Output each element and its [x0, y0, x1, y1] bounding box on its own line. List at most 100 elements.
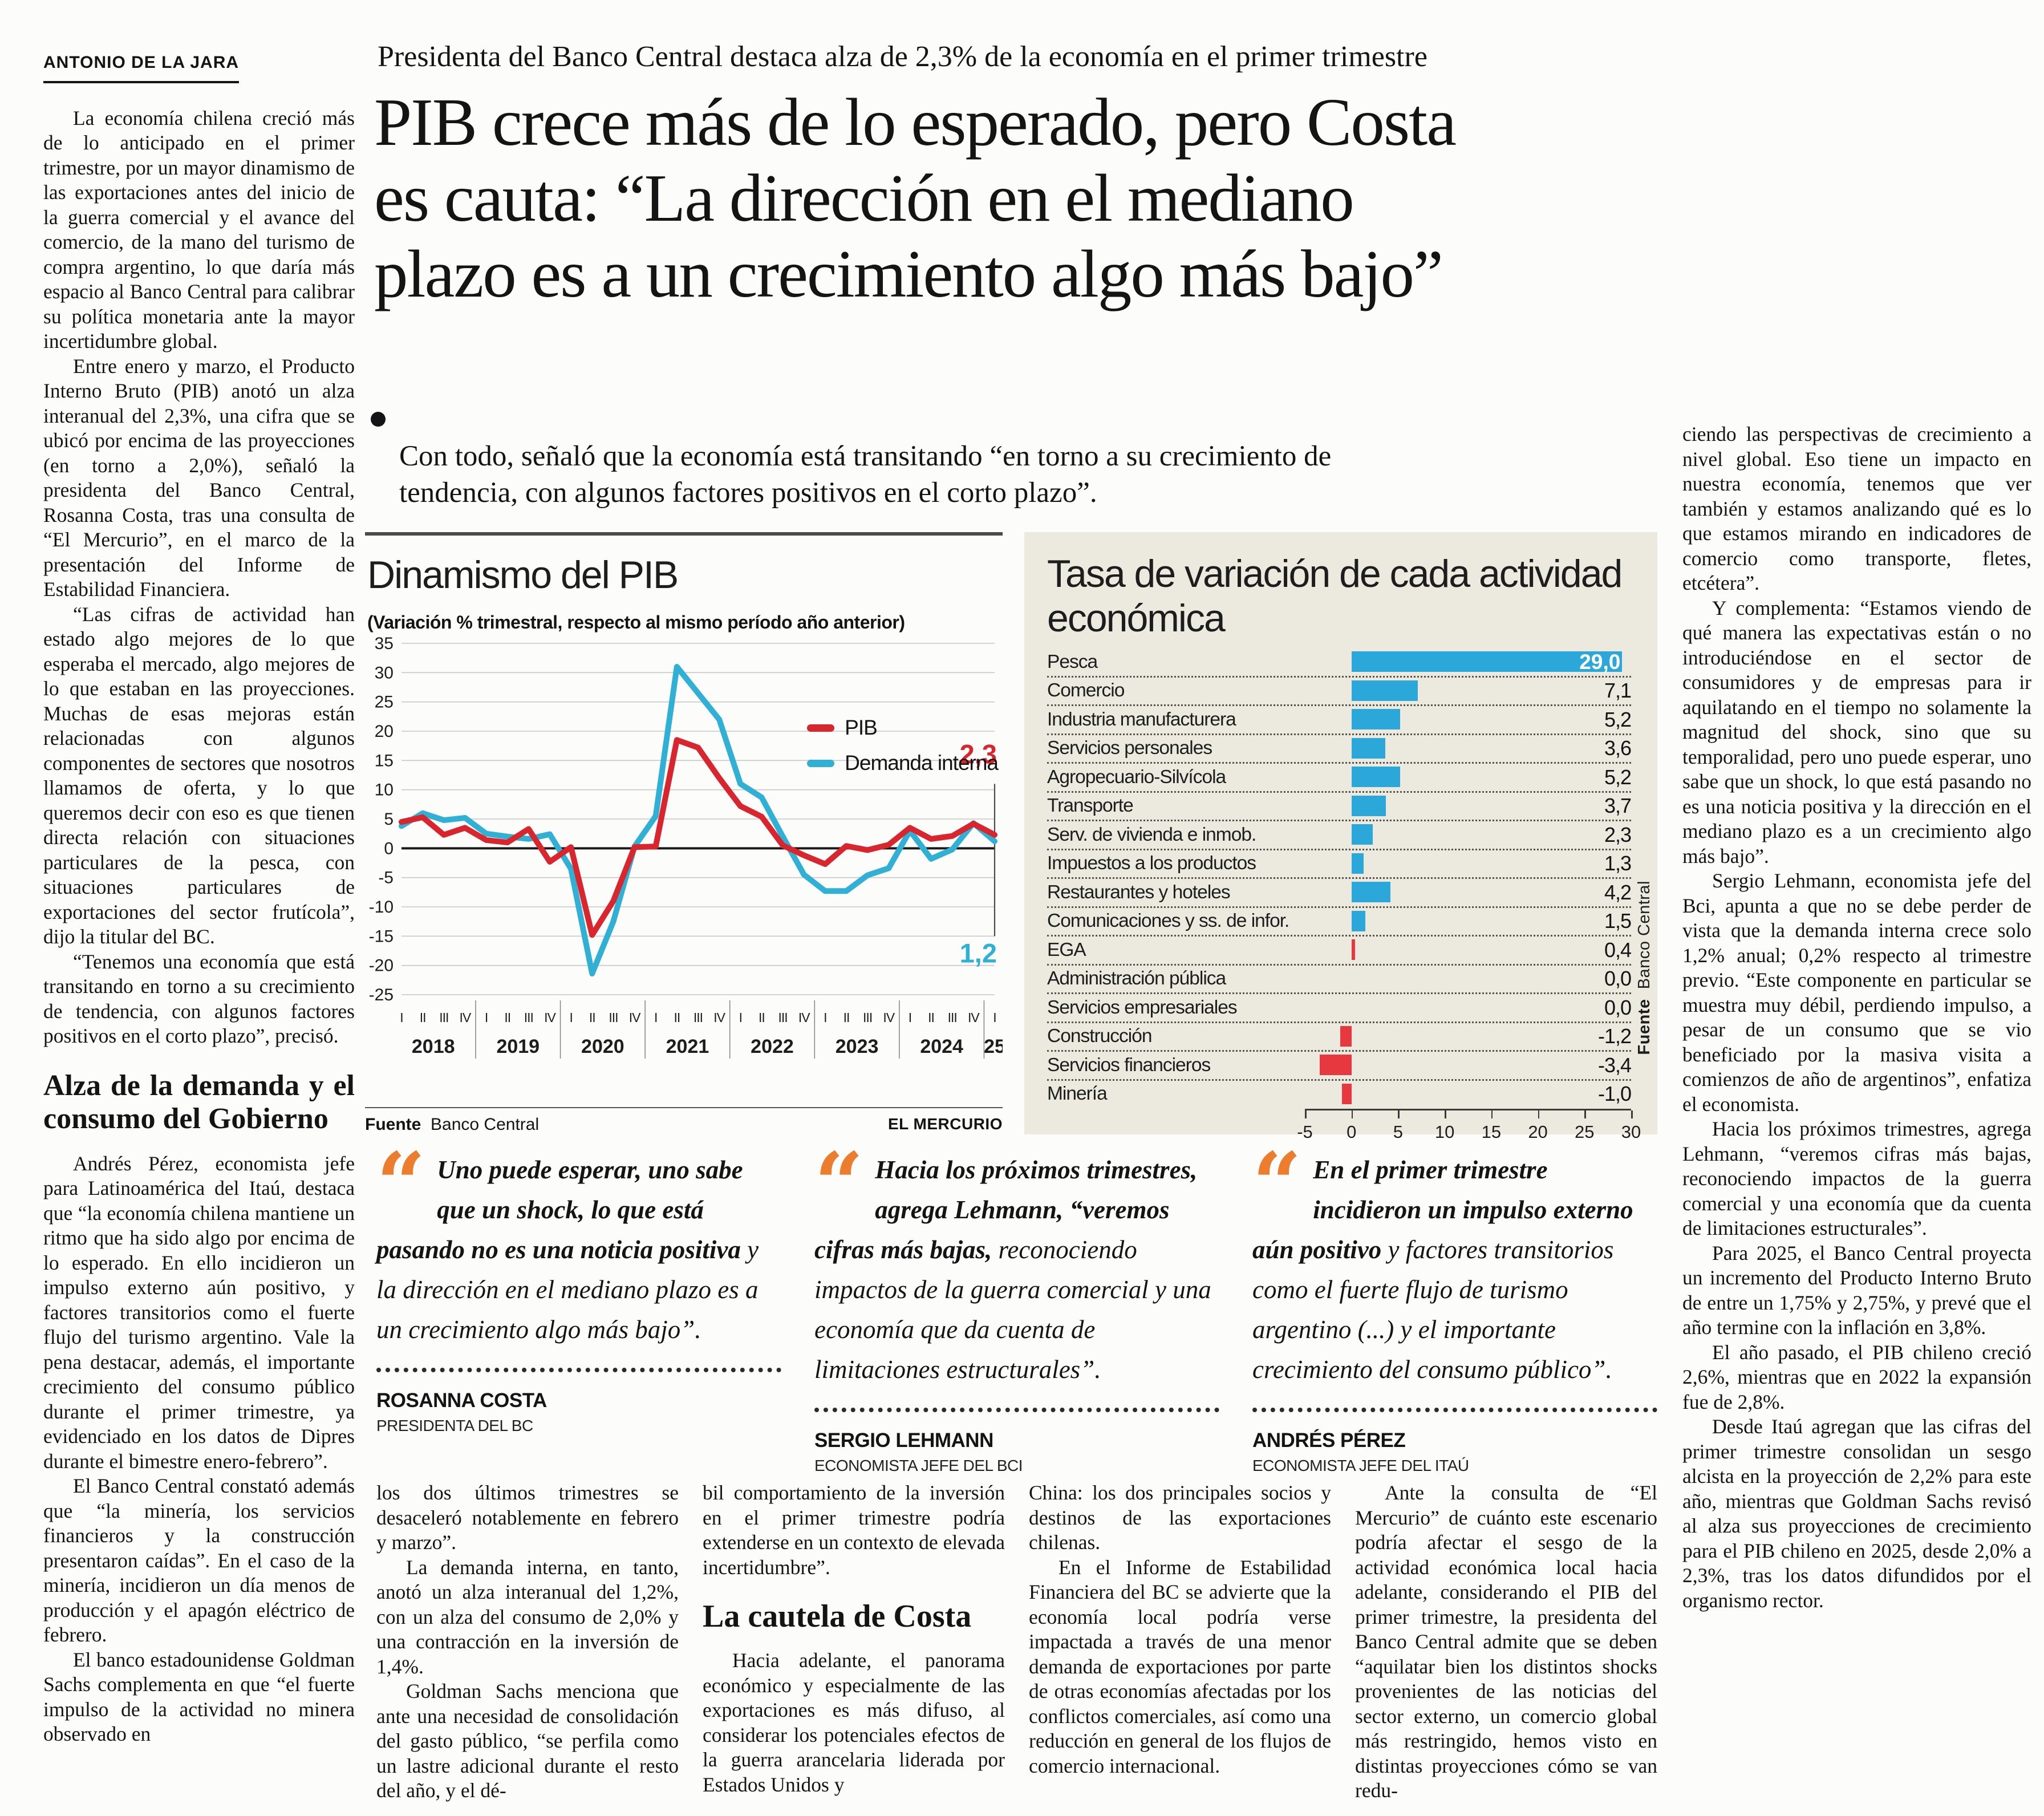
- bar: [1351, 767, 1400, 787]
- bar: [1340, 1025, 1352, 1047]
- line-chart-footer: Fuente Banco Central EL MERCURIO: [365, 1107, 1003, 1134]
- y-tick-label: 20: [375, 722, 394, 741]
- quote-text: “Hacia los próximos trimestres, agrega L…: [814, 1134, 1219, 1389]
- bar-track: [1305, 1023, 1631, 1051]
- bar-track: [1305, 966, 1631, 993]
- headline-line: es cauta: “La dirección en el mediano: [374, 160, 1354, 236]
- bar: [1351, 939, 1356, 960]
- bar-row: Pesca 29,0: [1047, 648, 1631, 678]
- year-label: 2023: [836, 1036, 879, 1057]
- bar-value: 0,0: [1604, 967, 1632, 991]
- quote-lead: En el primer trimestre incidieron un imp…: [1252, 1156, 1633, 1264]
- article-paragraph: Para 2025, el Banco Central proyecta un …: [1682, 1241, 2031, 1339]
- bar-value: 5,2: [1604, 765, 1632, 789]
- bar-track: [1305, 821, 1631, 849]
- axis-tick-label: 10: [1434, 1122, 1455, 1142]
- bar-row: Comunicaciones y ss. de infor. 1,5: [1047, 908, 1632, 937]
- bar-row: Servicios personales 3,6: [1047, 735, 1632, 764]
- series-end-label: 1,2: [960, 938, 997, 968]
- quarter-label: I: [485, 1010, 488, 1025]
- subtitle: Con todo, señaló que la economía está tr…: [399, 440, 1332, 509]
- axis-tick-label: 20: [1528, 1122, 1548, 1142]
- axis-tick: [1305, 1110, 1307, 1118]
- quarter-label: II: [759, 1010, 765, 1025]
- pib-line: [399, 737, 997, 938]
- quote-author-role: ECONOMISTA JEFE DEL ITAÚ: [1252, 1457, 1469, 1474]
- line-chart-legend: PIB Demanda interna: [807, 716, 999, 775]
- quarter-label: I: [909, 1010, 911, 1025]
- quarter-label: III: [694, 1010, 703, 1025]
- article-paragraph: La demanda interna, en tanto, anotó un a…: [376, 1555, 679, 1678]
- bar: [1351, 795, 1386, 816]
- bar-track: [1305, 879, 1631, 906]
- legend-label: Demanda interna: [845, 751, 999, 775]
- quarter-label: III: [778, 1010, 787, 1025]
- bar-track: [1305, 908, 1631, 935]
- bar-track: 29,0: [1305, 648, 1631, 676]
- bar: [1320, 1055, 1352, 1075]
- pull-quotes: “Uno puede esperar, uno sabe que un shoc…: [376, 1134, 1657, 1475]
- axis-tick-label: 5: [1393, 1122, 1404, 1142]
- y-tick-label: -25: [369, 986, 394, 1004]
- bar-row: Construcción -1,2: [1047, 1023, 1632, 1052]
- quote-author: ANDRÉS PÉREZ: [1252, 1429, 1406, 1452]
- bar-track: [1305, 850, 1631, 878]
- quote-text: “Uno puede esperar, uno sabe que un shoc…: [376, 1141, 781, 1349]
- article-paragraph: Hacia adelante, el panorama económico y …: [703, 1649, 1005, 1796]
- quote-author: ROSANNA COSTA: [376, 1389, 547, 1412]
- quarter-label: I: [654, 1010, 657, 1025]
- bar: [1351, 824, 1373, 845]
- section-subhead: La cautela de Costa: [703, 1599, 972, 1634]
- bar-row: Servicios empresariales 0,0: [1047, 994, 1632, 1023]
- bar-category-label: Pesca: [1047, 651, 1098, 672]
- kicker: Presidenta del Banco Central destaca alz…: [378, 40, 1427, 73]
- bar-row: Minería -1,0: [1047, 1081, 1632, 1108]
- quarter-label: IV: [968, 1010, 980, 1025]
- y-tick-label: 25: [375, 693, 394, 712]
- bottom-column-1: los dos últimos trimestres se desaceleró…: [376, 1481, 679, 1816]
- headline-period-dot: [371, 412, 386, 427]
- quote-icon: “: [814, 1134, 864, 1234]
- y-tick-label: -5: [378, 869, 394, 887]
- bar-category-label: Comercio: [1047, 680, 1125, 702]
- bar-category-label: Restaurantes y hoteles: [1047, 881, 1231, 903]
- article-paragraph: El año pasado, el PIB chileno creció 2,6…: [1682, 1340, 2031, 1413]
- quarter-label: II: [589, 1010, 595, 1025]
- article-paragraph: Ante la consulta de “El Mercurio” de cuá…: [1355, 1481, 1657, 1802]
- axis-tick: [1445, 1110, 1446, 1118]
- legend-item-demanda: Demanda interna: [807, 751, 999, 775]
- bar-row: Servicios financieros -3,4: [1047, 1052, 1632, 1081]
- line-chart-title: Dinamismo del PIB: [367, 553, 679, 597]
- quarter-label: II: [420, 1010, 426, 1025]
- y-tick-label: 15: [375, 751, 394, 770]
- quarter-label: I: [569, 1010, 572, 1025]
- bar-track: [1305, 937, 1631, 964]
- bar: [1351, 853, 1364, 874]
- bar: [1351, 651, 1622, 672]
- quarter-label: II: [504, 1010, 510, 1025]
- left-article-column: ANTONIO DE LA JARA La economía chilena c…: [43, 49, 355, 1806]
- year-label: 2018: [412, 1036, 455, 1057]
- bar-category-label: Servicios financieros: [1047, 1054, 1211, 1076]
- bar-row: Serv. de vivienda e inmob. 2,3: [1047, 821, 1632, 850]
- headline-line: PIB crece más de lo esperado, pero Costa: [374, 84, 1457, 160]
- axis-tick: [1584, 1110, 1586, 1118]
- y-tick-label: 5: [384, 810, 394, 829]
- bar-track: [1305, 764, 1631, 791]
- bar-category-label: EGA: [1047, 939, 1086, 960]
- bar-value: 7,1: [1604, 679, 1632, 703]
- pib-swatch: [807, 724, 835, 732]
- section-subhead: Alza de la demanda y el consumo del Gobi…: [43, 1069, 355, 1135]
- bar-value: 5,2: [1604, 707, 1632, 731]
- bar-rows: Pesca 29,0 Comercio 7,1 Industria manufactur…: [1047, 648, 1632, 1108]
- bar-category-label: Construcción: [1047, 1025, 1153, 1047]
- demanda-swatch: [807, 759, 835, 767]
- quarter-label: III: [948, 1010, 957, 1025]
- year-label: 2022: [751, 1036, 794, 1057]
- quarter-label: III: [863, 1010, 872, 1025]
- article-paragraph: Entre enero y marzo, el Producto Interno…: [43, 354, 355, 601]
- article-paragraph: “Tenemos una economía que está transitan…: [43, 950, 355, 1048]
- y-tick-label: -10: [369, 898, 394, 917]
